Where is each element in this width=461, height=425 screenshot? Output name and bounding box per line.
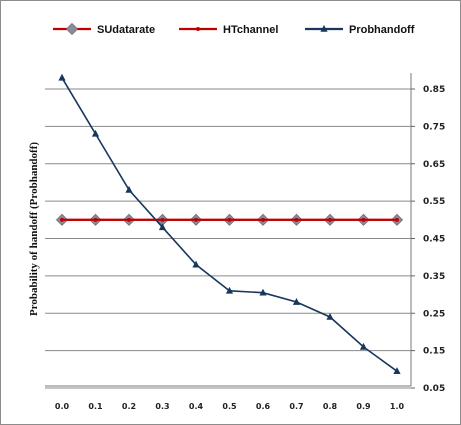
data-point — [227, 217, 232, 222]
data-point — [125, 185, 133, 193]
x-tick-label: 0.1 — [88, 402, 103, 411]
data-point — [225, 286, 234, 294]
data-point — [196, 27, 200, 31]
data-point — [294, 217, 299, 222]
data-point — [292, 298, 301, 305]
x-tick-label: 0.6 — [256, 402, 271, 411]
x-tick-label: 0.5 — [222, 402, 237, 411]
data-point — [393, 367, 401, 374]
x-tick-label: 0.0 — [55, 402, 70, 411]
data-point — [259, 288, 267, 296]
y-tick-label: 0.05 — [423, 384, 445, 394]
legend-label: Probhandoff — [349, 24, 415, 36]
grid-lines — [45, 88, 411, 389]
data-point — [160, 217, 165, 222]
data-point — [65, 22, 79, 36]
data-point — [320, 25, 328, 32]
axes — [45, 73, 412, 387]
x-axis-ticks: 0.0 0.1 0.2 0.3 0.4 0.5 0.6 0.7 0.8 0.9 1.0 — [55, 402, 405, 411]
data-point — [328, 217, 332, 222]
legend: SUdatarate HTchannel Probhandoff — [53, 22, 415, 36]
series-group — [55, 73, 404, 374]
y-tick-label: 0.45 — [423, 235, 445, 245]
y-tick-label: 0.55 — [423, 197, 445, 207]
legend-item: HTchannel — [179, 24, 278, 36]
legend-item: Probhandoff — [305, 24, 415, 36]
x-tick-label: 0.7 — [289, 402, 303, 411]
x-tick-label: 0.8 — [323, 402, 338, 411]
y-tick-label: 0.25 — [423, 309, 445, 319]
data-point — [127, 217, 131, 222]
data-point — [194, 217, 198, 222]
data-point — [395, 217, 399, 222]
data-point — [261, 217, 265, 222]
data-point — [60, 217, 64, 222]
data-point — [91, 129, 100, 137]
x-tick-label: 0.3 — [155, 402, 169, 411]
legend-label: HTchannel — [223, 24, 278, 36]
y-tick-label: 0.65 — [423, 160, 445, 170]
data-point — [326, 312, 334, 320]
y-tick-label: 0.75 — [423, 122, 445, 132]
data-point — [58, 73, 66, 81]
data-point — [192, 260, 200, 268]
legend-item: SUdatarate — [53, 22, 155, 36]
data-point — [359, 342, 368, 350]
series-probhandoff — [58, 73, 401, 374]
series-htchannel — [60, 217, 399, 222]
data-point — [93, 217, 98, 222]
y-axis-ticks: 0.05 0.15 0.25 0.35 0.45 0.55 0.65 0.75 0.85 — [411, 85, 445, 394]
y-tick-label: 0.15 — [423, 347, 445, 357]
y-tick-label: 0.35 — [423, 272, 445, 282]
x-tick-label: 0.9 — [356, 402, 371, 411]
x-tick-label: 1.0 — [390, 402, 405, 411]
x-tick-label: 0.4 — [189, 402, 204, 411]
x-tick-label: 0.2 — [122, 402, 136, 411]
y-axis-title: Probability of handoff (Probhandoff) — [28, 142, 40, 316]
legend-label: SUdatarate — [97, 24, 155, 36]
data-point — [361, 217, 366, 222]
data-point — [158, 223, 167, 231]
y-tick-label: 0.85 — [423, 85, 445, 95]
